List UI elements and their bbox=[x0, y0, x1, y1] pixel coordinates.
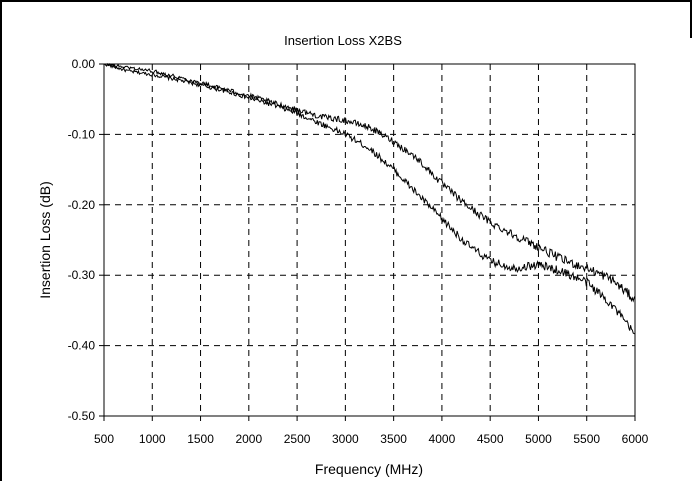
x-tick-label: 5500 bbox=[573, 432, 600, 446]
x-tick-label: 1000 bbox=[139, 432, 166, 446]
y-tick-labels: 0.00 -0.10 -0.20 -0.30 -0.40 -0.50 bbox=[68, 57, 96, 423]
x-tick-label: 5000 bbox=[525, 432, 552, 446]
y-tick-label: -0.40 bbox=[68, 339, 96, 353]
y-tick-label: -0.10 bbox=[68, 127, 96, 141]
y-tick-label: -0.30 bbox=[68, 268, 96, 282]
x-tick-label: 3500 bbox=[380, 432, 407, 446]
x-tick-label: 1500 bbox=[187, 432, 214, 446]
x-tick-label: 4000 bbox=[429, 432, 456, 446]
grid-layer bbox=[99, 63, 636, 421]
y-tick-label: -0.50 bbox=[68, 409, 96, 423]
x-tick-label: 2500 bbox=[284, 432, 311, 446]
x-tick-label: 500 bbox=[94, 432, 114, 446]
x-tick-labels: 500 1000 1500 2000 2500 3000 3500 4000 4500 5000 5… bbox=[94, 432, 649, 446]
y-tick-label: 0.00 bbox=[72, 57, 96, 71]
x-tick-label: 2000 bbox=[235, 432, 262, 446]
series-layer bbox=[103, 62, 636, 335]
x-tick-label: 3000 bbox=[332, 432, 359, 446]
plot-area-border bbox=[103, 63, 636, 417]
chart-title: Insertion Loss X2BS bbox=[284, 33, 402, 48]
series-line-1 bbox=[103, 62, 636, 335]
x-tick-label: 6000 bbox=[622, 432, 649, 446]
x-axis-title: Frequency (MHz) bbox=[315, 461, 423, 477]
x-tick-label: 4500 bbox=[477, 432, 504, 446]
series-line-2 bbox=[104, 62, 636, 303]
y-axis-title: Insertion Loss (dB) bbox=[37, 181, 53, 299]
page-frame-right-edge bbox=[690, 0, 692, 38]
y-tick-label: -0.20 bbox=[68, 198, 96, 212]
